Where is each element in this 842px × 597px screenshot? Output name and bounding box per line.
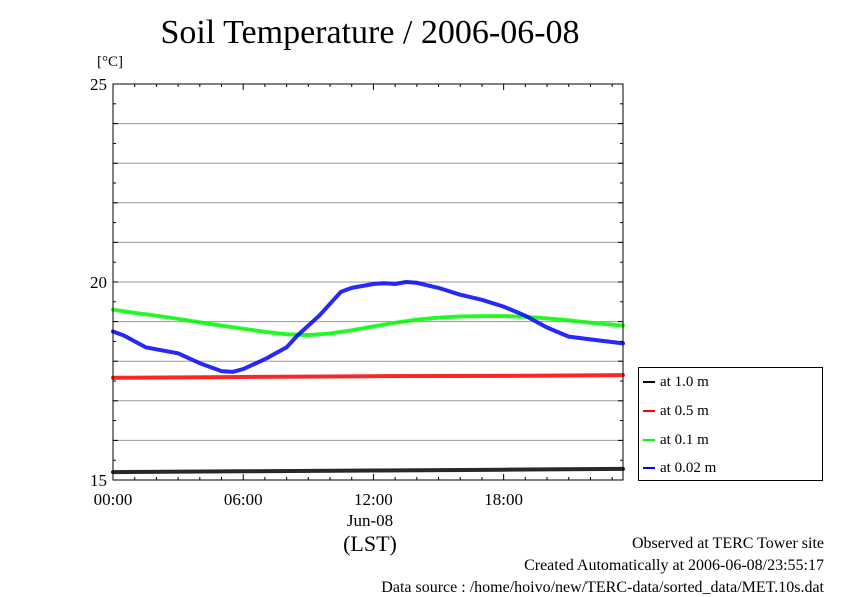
chart-title: Soil Temperature / 2006-06-08	[160, 14, 580, 51]
legend-item: at 0.1 m	[643, 430, 709, 450]
y-tick-label: 25	[90, 75, 107, 94]
legend-label: at 1.0 m	[660, 373, 709, 390]
footer-created: Created Automatically at 2006-06-08/23:5…	[524, 557, 824, 574]
series-line	[111, 280, 625, 374]
y-axis-unit-label: [°C]	[97, 54, 123, 70]
x-axis-date-label: Jun-08	[346, 511, 394, 530]
legend-item: at 0.02 m	[643, 458, 716, 478]
legend-item: at 0.5 m	[643, 401, 709, 421]
chart-series	[111, 280, 625, 475]
legend-label: at 0.5 m	[660, 402, 709, 419]
y-tick-label: 20	[90, 273, 107, 292]
y-tick-label: 15	[90, 471, 107, 490]
legend-label: at 0.1 m	[660, 431, 709, 448]
x-tick-label: 12:00	[354, 490, 393, 509]
chart-ticks: 15 20 25 00:00 06:00 12:00 18:00	[90, 75, 623, 509]
footer-source: Data source : /home/hoivo/new/TERC-data/…	[381, 579, 824, 596]
series-line-marks	[112, 309, 624, 336]
x-tick-label: 18:00	[484, 490, 523, 509]
legend-swatch	[643, 439, 655, 441]
footer-observed: Observed at TERC Tower site	[631, 535, 824, 552]
chart-grid	[113, 123, 623, 441]
series-line	[111, 307, 625, 338]
chart-legend: at 1.0 m at 0.5 m at 0.1 m at 0.02 m	[638, 367, 823, 481]
legend-item: at 1.0 m	[643, 372, 709, 392]
series-line	[111, 373, 625, 380]
legend-label: at 0.02 m	[660, 459, 717, 476]
x-tick-label: 00:00	[94, 490, 133, 509]
series-line	[111, 466, 625, 475]
x-tick-label: 06:00	[224, 490, 263, 509]
legend-swatch	[643, 410, 655, 412]
x-axis-unit-label: (LST)	[343, 531, 397, 556]
legend-swatch	[643, 381, 655, 383]
legend-swatch	[643, 467, 655, 469]
